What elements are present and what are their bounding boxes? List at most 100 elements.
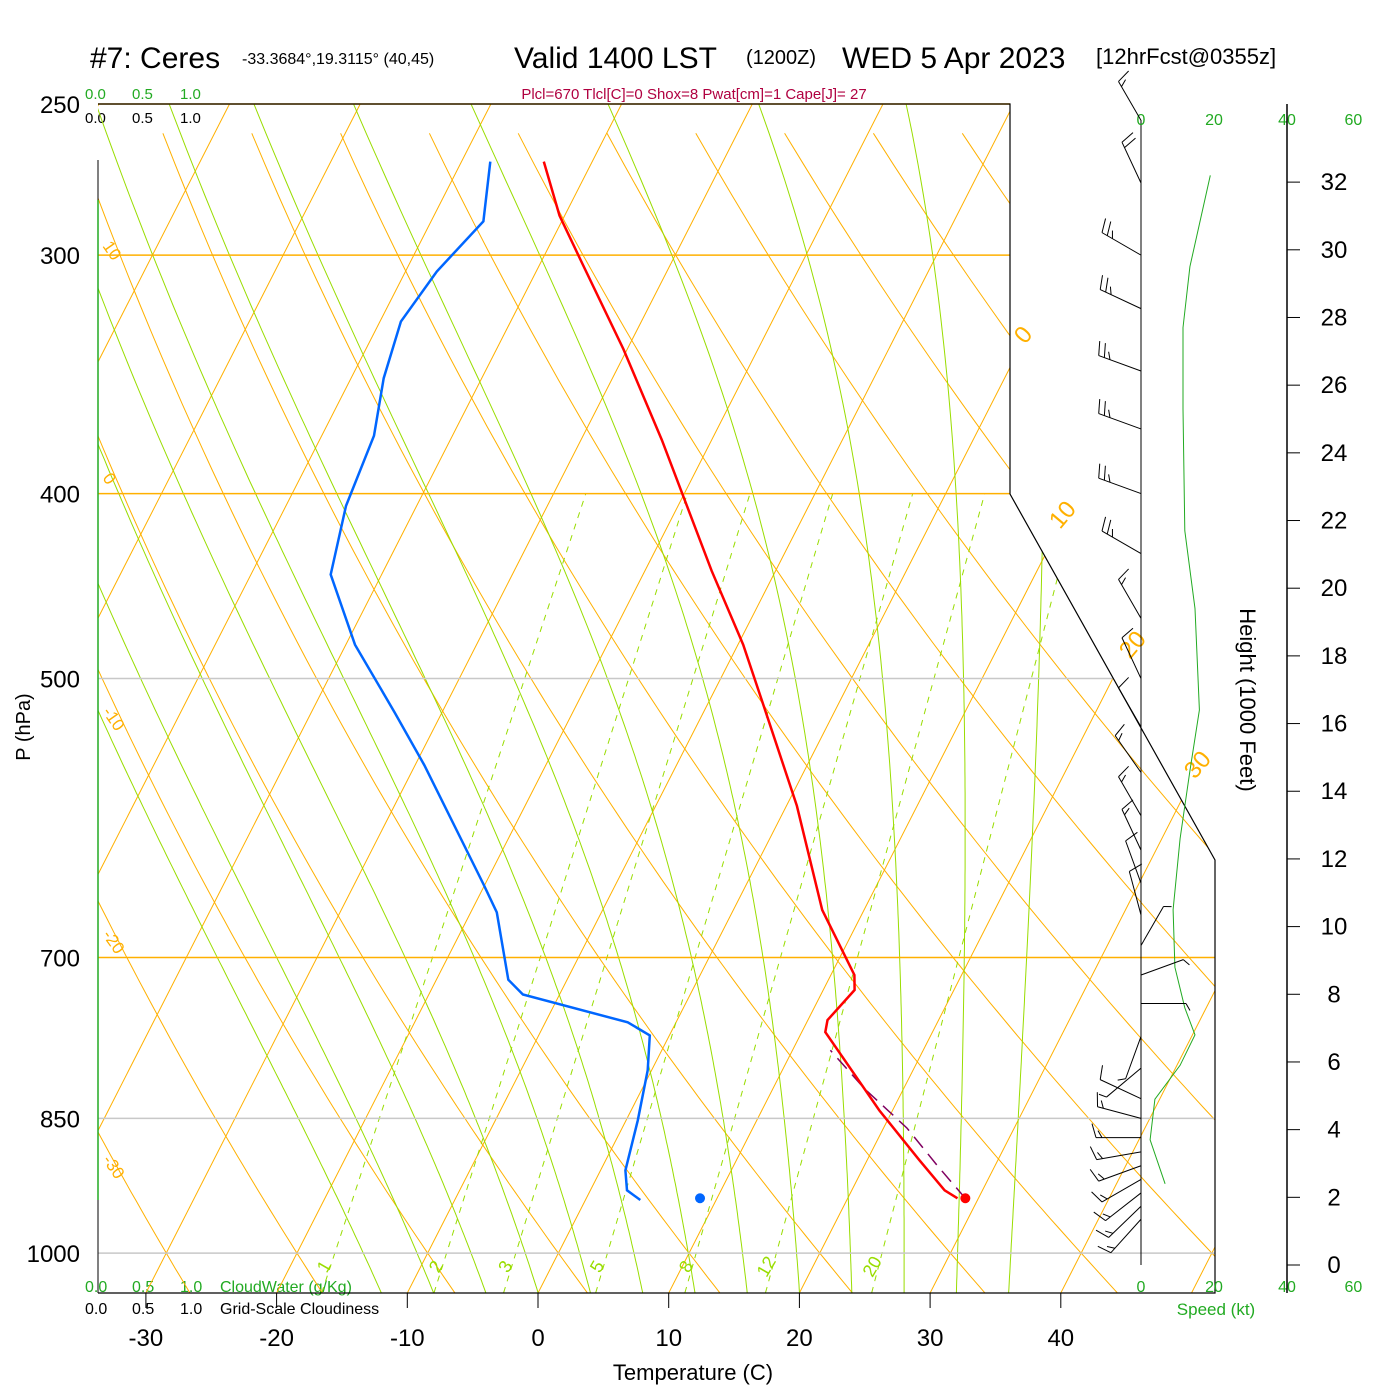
moist-adiabat-line [98, 104, 435, 1293]
isotherm-line [98, 104, 623, 1293]
dry-adiabat-line [606, 133, 1215, 1293]
mixing-ratio-label: 3 [494, 1257, 516, 1276]
wind-barb-flag [1121, 577, 1126, 585]
speed-axis-label: Speed (kt) [1177, 1300, 1255, 1319]
wind-barb-flag [1121, 627, 1134, 639]
speed-tick-label: 20 [1205, 1279, 1223, 1296]
wind-barb-staff [1097, 1106, 1142, 1119]
wind-barb [1114, 724, 1142, 773]
wind-barb-flag [1108, 409, 1111, 418]
wind-barb-flag [1105, 1230, 1114, 1234]
dry-adiabat-line [251, 133, 986, 1293]
wind-barb-staff [1121, 142, 1142, 184]
isotherm-line [98, 104, 361, 1293]
wind-barb [1118, 677, 1142, 728]
wind-barb-flag [1108, 351, 1111, 360]
wind-barb [1141, 1003, 1191, 1011]
wind-barb [1097, 1218, 1142, 1254]
isotherm-label: 20 [1114, 626, 1152, 664]
wind-barb [1091, 1179, 1142, 1203]
dry-adiabat-line [98, 133, 588, 1293]
moist-adiabat-line [469, 104, 800, 1293]
wind-barb-flag [1102, 1213, 1111, 1218]
moist-adiabat-line [98, 104, 382, 1293]
temperature-tick-label: 0 [531, 1325, 544, 1352]
height-tick-label: 10 [1321, 914, 1348, 941]
height-tick-label: 26 [1321, 372, 1348, 399]
wind-barb-flag [1114, 724, 1125, 736]
dewpoint-trace [329, 161, 652, 1202]
dry-adiabat-line [98, 133, 721, 1293]
isotherm-line [98, 104, 230, 1293]
plot-area [98, 104, 1215, 1293]
wind-barb-flag [1118, 733, 1123, 741]
cloudwater-tick: 0.5 [132, 86, 153, 103]
wind-barb-flag [1098, 341, 1101, 356]
height-tick-label: 12 [1321, 846, 1348, 873]
temperature-tick-label: 10 [655, 1325, 682, 1352]
height-axis-label: Height (1000 Feet) [1235, 608, 1260, 791]
wind-barb-staff [1121, 809, 1142, 851]
wind-barb [1118, 765, 1142, 816]
wind-barb-staff [1096, 1151, 1142, 1161]
wind-barb-staff [1098, 1165, 1142, 1182]
temperature-tick-label: 40 [1047, 1325, 1074, 1352]
wind-barb-staff [1118, 776, 1142, 816]
wind-barb [1098, 399, 1142, 430]
wind-barb [1118, 70, 1142, 121]
mixing-ratio-label: 1 [313, 1257, 335, 1276]
wind-barb-staff [1106, 1067, 1142, 1098]
plot-border [98, 103, 1216, 1294]
moist-adiabat-line [757, 104, 905, 1293]
isotherm-line [1060, 104, 1215, 1293]
height-tick-label: 2 [1327, 1184, 1340, 1211]
wind-barb-flag [1118, 568, 1129, 580]
dry-adiabat-label: -10 [99, 703, 129, 734]
wind-barb-flag [1103, 465, 1106, 481]
wind-barb [1098, 1067, 1142, 1098]
wind-barb [1125, 831, 1142, 884]
wind-barb-flag [1118, 677, 1129, 689]
wind-barb-flag [1182, 959, 1190, 966]
moist-adiabat-line [98, 104, 539, 1293]
height-tick-label: 0 [1327, 1252, 1340, 1279]
moist-adiabat-line [351, 104, 748, 1293]
height-tick-label: 6 [1327, 1049, 1340, 1076]
isotherm-line [406, 104, 1015, 1293]
pressure-tick-label: 400 [40, 482, 80, 509]
height-tick-label: 28 [1321, 304, 1348, 331]
parcel-trace [829, 1049, 966, 1199]
mixing-ratio-line [765, 493, 986, 1293]
isotherm-line [799, 104, 1215, 1293]
wind-barb-staff [1121, 637, 1142, 679]
wind-barb-flag [1097, 1245, 1112, 1254]
pressure-tick-label: 300 [40, 243, 80, 270]
wind-barb-flag [1121, 132, 1134, 143]
wind-barb-flag [1185, 1003, 1191, 1011]
wind-barb-flag [1121, 799, 1134, 810]
wind-barb [1140, 906, 1172, 946]
wind-barb-flag [1105, 277, 1109, 293]
isotherm-line [1191, 104, 1215, 1293]
height-tick-label: 16 [1321, 711, 1348, 738]
moist-adiabat-line [904, 104, 966, 1293]
wind-barb-flag [1101, 516, 1107, 532]
wind-barb-staff [1118, 579, 1142, 619]
cloudiness-tick: 0.0 [85, 1301, 107, 1318]
height-tick-label: 24 [1321, 440, 1348, 467]
temperature-tick-label: 20 [786, 1325, 813, 1352]
dry-adiabat-label: 10 [99, 237, 125, 263]
wind-barb [1118, 568, 1142, 619]
dry-adiabat-line [98, 133, 191, 1293]
pressure-tick-label: 700 [40, 945, 80, 972]
wind-barb [1096, 1092, 1142, 1119]
wind-barb-staff [1101, 1179, 1142, 1203]
utc-time: (1200Z) [746, 47, 816, 69]
wind-barb [1101, 218, 1142, 256]
surface-dewpoint-dot [695, 1193, 706, 1204]
mixing-ratio-line [503, 493, 751, 1293]
wind-barb-flag [1100, 1194, 1108, 1200]
temperature-tick-label: -10 [390, 1325, 425, 1352]
